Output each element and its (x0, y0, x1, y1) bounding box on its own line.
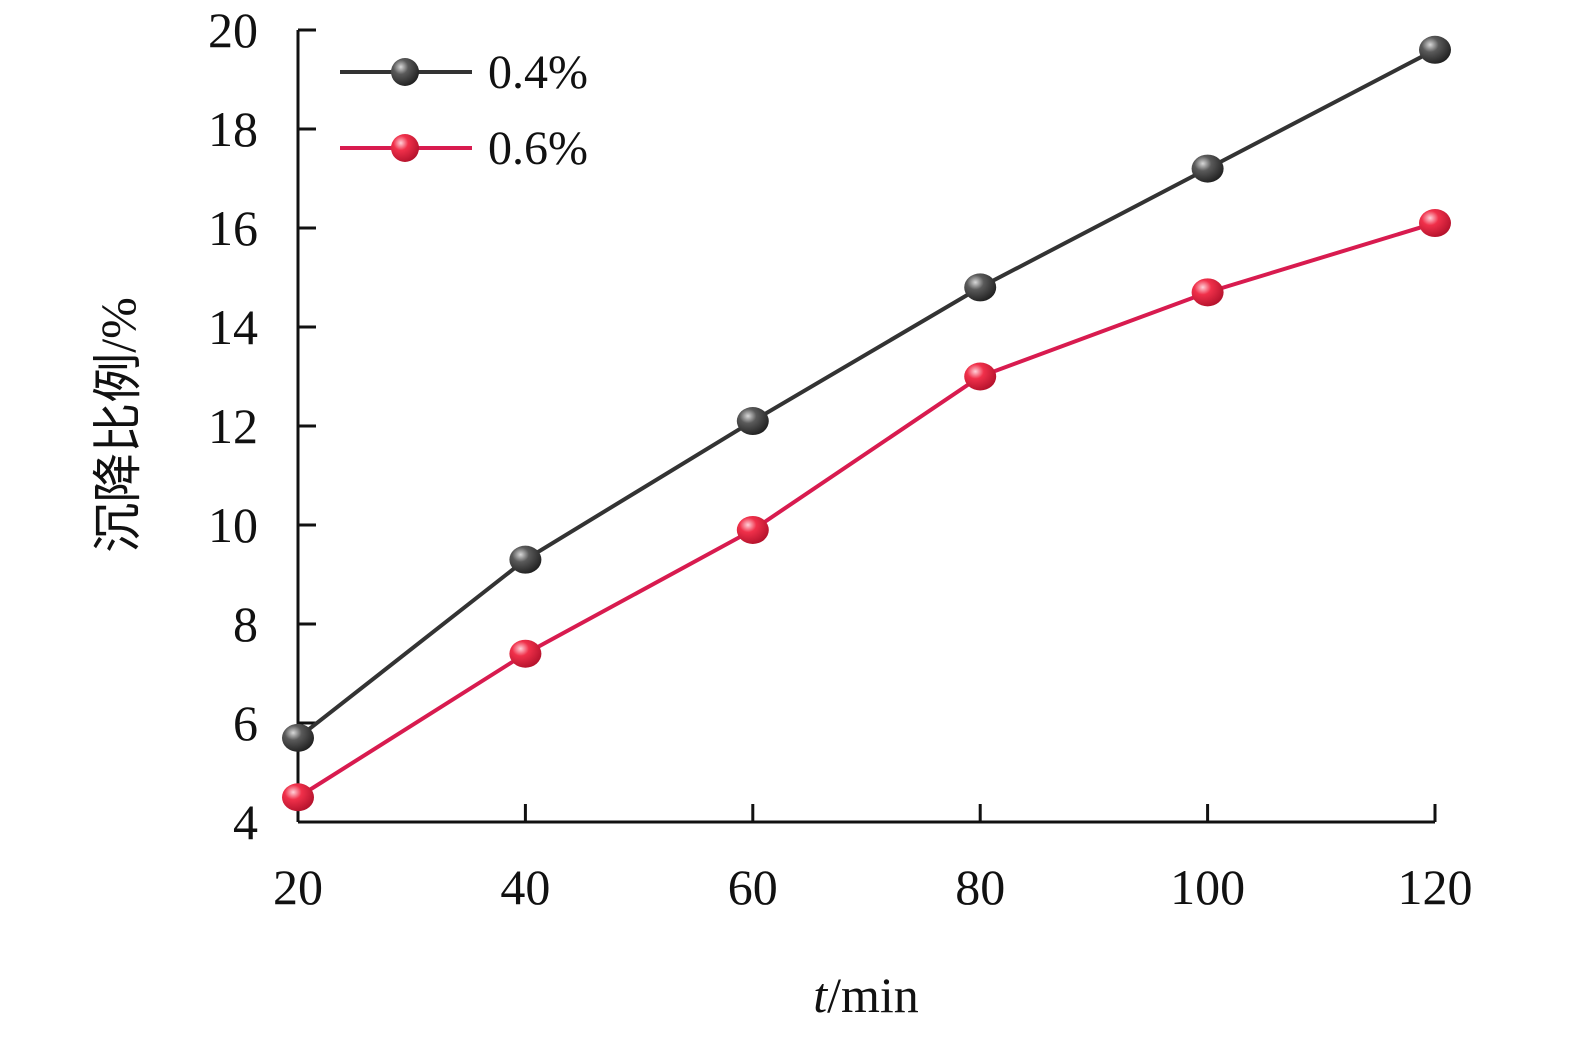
series-line-2 (296, 221, 1436, 799)
y-tick-label: 20 (208, 2, 258, 58)
y-tick-labels: 4 6 8 10 12 14 16 18 20 (208, 2, 258, 850)
data-point-series-2 (736, 515, 769, 544)
tick-marks (296, 28, 1437, 824)
data-point-series-1 (1191, 154, 1224, 183)
legend-label-series-1: 0.4% (488, 46, 588, 99)
series-markers (282, 35, 1451, 812)
legend-marker-series-2 (391, 134, 419, 162)
x-tick-label: 100 (1170, 859, 1245, 915)
y-tick-label: 16 (208, 200, 258, 256)
y-tick-label: 4 (233, 794, 258, 850)
y-tick-label: 14 (208, 299, 258, 355)
y-tick-label: 18 (208, 101, 258, 157)
series-lines (296, 48, 1436, 799)
y-tick-label: 10 (208, 497, 258, 553)
y-tick-label: 8 (233, 596, 258, 652)
x-tick-labels: 20 40 60 80 100 120 (273, 859, 1473, 915)
x-tick-label: 60 (728, 859, 778, 915)
data-point-series-2 (1191, 278, 1224, 307)
x-axis-title-symbol: t (813, 967, 828, 1023)
data-point-series-2 (1419, 209, 1451, 238)
legend-label-series-2: 0.6% (488, 122, 588, 175)
data-point-series-1 (509, 545, 542, 574)
y-axis-title: 沉降比例/% (90, 297, 146, 553)
series-line-1 (296, 48, 1436, 740)
x-tick-label: 120 (1398, 859, 1473, 915)
x-tick-label: 20 (273, 859, 323, 915)
data-point-series-2 (282, 783, 314, 812)
y-tick-label: 12 (208, 398, 258, 454)
data-point-series-1 (964, 273, 997, 302)
data-point-series-1 (736, 407, 769, 436)
data-point-series-2 (964, 362, 997, 391)
data-point-series-2 (509, 639, 542, 668)
x-axis-title: t/min (813, 967, 919, 1023)
data-point-series-1 (282, 723, 314, 752)
legend-marker-series-1 (391, 58, 419, 86)
legend: 0.4% 0.6% (340, 46, 588, 175)
x-tick-label: 40 (500, 859, 550, 915)
y-tick-label: 6 (233, 695, 258, 751)
x-axis-title-unit: /min (827, 967, 919, 1023)
data-point-series-1 (1419, 35, 1451, 64)
x-tick-label: 80 (955, 859, 1005, 915)
